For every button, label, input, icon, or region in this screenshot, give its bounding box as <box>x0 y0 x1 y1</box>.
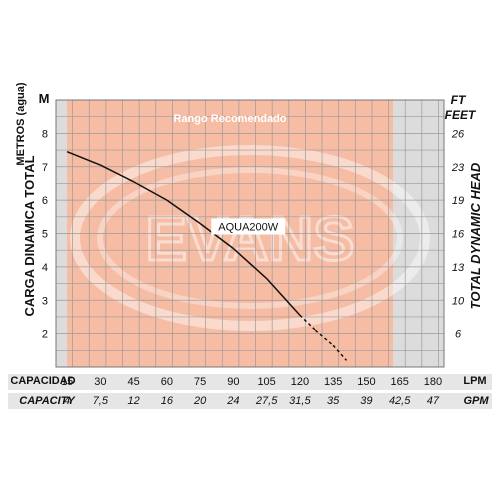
x-secondary-tick-label: 47 <box>427 395 440 407</box>
x-tick-label: 15 <box>61 376 73 388</box>
band-label: Rango Recomendado <box>174 113 287 125</box>
curve-segment <box>199 222 234 250</box>
x-secondary-tick-label: 12 <box>127 395 139 407</box>
x-secondary-tick-label: 4 <box>64 395 70 407</box>
x-tick-label: 180 <box>424 376 442 388</box>
plot-frame <box>55 99 445 368</box>
y-tick-label: 7 <box>42 162 48 174</box>
y-tick-label: 4 <box>42 262 48 274</box>
y-tick-label: 6 <box>42 195 48 207</box>
x-tick-label: 135 <box>324 376 342 388</box>
y-tick-label: 8 <box>42 128 48 140</box>
y-axis-title: CARGA DINAMICA TOTAL <box>22 155 37 316</box>
right-axis-unit-feet: FEET <box>445 108 477 122</box>
right-y-tick-label: 23 <box>451 162 465 174</box>
x-secondary-tick-label: 42,5 <box>389 395 411 407</box>
curve-segment <box>266 278 301 316</box>
right-axis-unit-ft: FT <box>451 93 467 107</box>
x-secondary-bar <box>8 393 492 409</box>
x-axis-label: CAPACIDAD <box>10 375 75 387</box>
x-secondary-tick-label: 27,5 <box>255 395 278 407</box>
x-tick-label: 120 <box>291 376 309 388</box>
x-tick-label: 150 <box>357 376 375 388</box>
curve-segment <box>232 247 268 280</box>
y-tick-label: 3 <box>42 295 48 307</box>
x-secondary-tick-label: 20 <box>193 395 207 407</box>
x-secondary-tick-label: 39 <box>360 395 372 407</box>
x-tick-label: 90 <box>227 376 239 388</box>
curve-segment <box>100 164 134 183</box>
x-secondary-tick-label: 16 <box>161 395 174 407</box>
x-tick-label: 105 <box>257 376 275 388</box>
series-label-box <box>211 218 286 235</box>
x-tick-label: 30 <box>94 376 106 388</box>
x-tick-label: 60 <box>161 376 173 388</box>
right-y-tick-label: 10 <box>452 295 465 307</box>
y-tick-label: 5 <box>42 229 48 241</box>
x-tick-label: 75 <box>194 376 206 388</box>
y-tick-label: 2 <box>42 329 48 341</box>
curve-segment <box>66 151 101 166</box>
x-secondary-tick-label: 31,5 <box>289 395 311 407</box>
right-y-tick-label: 19 <box>452 195 464 207</box>
curve-segment <box>166 199 201 225</box>
right-y-tick-label: 16 <box>452 229 465 241</box>
x-secondary-tick-label: 35 <box>327 395 340 407</box>
x-secondary-unit: GPM <box>463 395 489 407</box>
x-axis-unit: LPM <box>463 375 486 387</box>
y-axis-unit: M <box>39 91 50 106</box>
right-axis-title: TOTAL DYNAMIC HEAD <box>468 162 483 309</box>
x-tick-label: 45 <box>127 376 139 388</box>
x-secondary-tick-label: 24 <box>226 395 239 407</box>
x-axis-bar <box>8 374 492 390</box>
x-tick-label: 165 <box>390 376 408 388</box>
y-axis-unit-title: METROS (agua) <box>15 82 27 165</box>
right-y-tick-label: 13 <box>452 262 465 274</box>
x-secondary-label: CAPACITY <box>19 395 76 407</box>
right-y-tick-label: 26 <box>451 128 465 140</box>
watermark-ring-inner <box>97 167 403 309</box>
curve-segment <box>133 181 168 201</box>
series-label: AQUA200W <box>218 221 279 233</box>
x-secondary-tick-label: 7,5 <box>93 395 109 407</box>
right-y-tick-label: 6 <box>455 329 462 341</box>
curve-segment <box>314 329 334 346</box>
